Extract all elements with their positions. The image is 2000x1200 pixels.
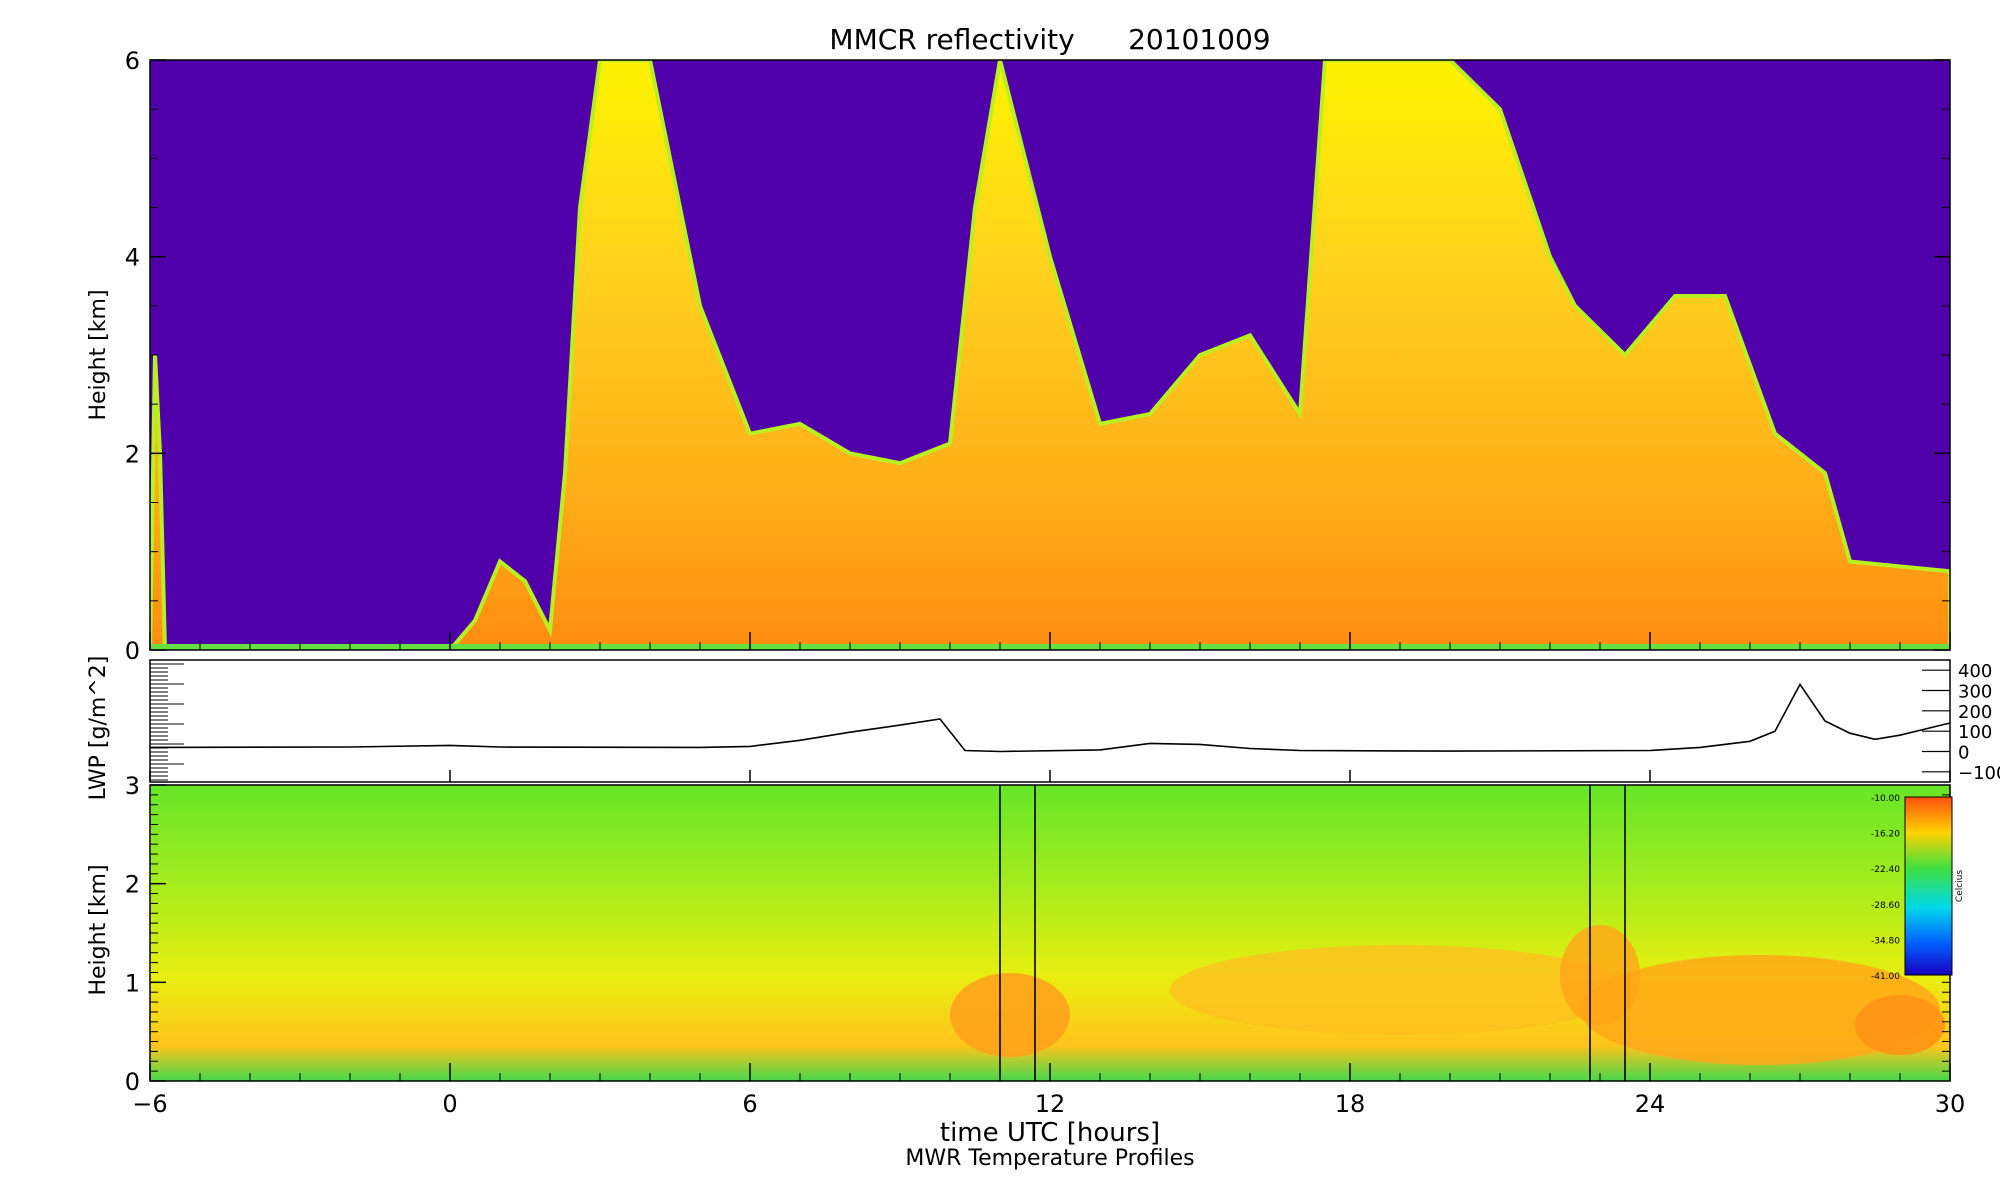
- mwr-y-tick-label: 3: [125, 772, 140, 800]
- x-tick-label: 24: [1635, 1090, 1666, 1118]
- mmcr-panel: 0 2 4 6 Height [km]: [86, 47, 1951, 665]
- x-tick-label: −6: [132, 1090, 167, 1118]
- x-axis-label: time UTC [hours]: [940, 1118, 1160, 1148]
- lwp-right-tick-label: 200: [1958, 702, 1992, 723]
- mwr-y-tick-label: 2: [125, 871, 140, 899]
- lwp-right-tick-label: 400: [1958, 661, 1992, 682]
- colorbar-tick-label: -16.20: [1871, 830, 1900, 840]
- x-tick-label: 18: [1335, 1090, 1366, 1118]
- mmcr-y-tick-label: 6: [125, 47, 140, 75]
- lwp-right-tick-label: −100: [1958, 763, 2000, 784]
- mmcr-y-tick-label: 2: [125, 440, 140, 468]
- mmcr-y-axis: 0 2 4 6: [125, 47, 1950, 665]
- lwp-frame: [149, 659, 1951, 783]
- lwp-y-label: LWP [g/m^2]: [86, 656, 111, 801]
- colorbar-tick-label: -28.60: [1871, 901, 1900, 911]
- mmcr-y-label: Height [km]: [86, 289, 111, 420]
- colorbar-labels: -10.00 -16.20 -22.40 -28.60 -34.80 -41.00: [1871, 794, 1900, 982]
- colorbar-tick-label: -22.40: [1871, 865, 1900, 875]
- mwr-marker-lines: [999, 785, 1626, 1081]
- mmcr-cloud-echo: [150, 60, 1950, 650]
- mwr-warm-core-4: [1855, 995, 1945, 1055]
- x-tick-label: 12: [1035, 1090, 1066, 1118]
- mwr-y-tick-label: 0: [125, 1068, 140, 1096]
- mwr-warm-core-5: [1560, 925, 1640, 1025]
- mwr-warm-core-3: [1580, 955, 1940, 1065]
- lwp-right-tick-label: 100: [1958, 722, 1992, 743]
- x-tick-label: 0: [442, 1090, 457, 1118]
- mwr-warm-core-2: [1170, 945, 1630, 1035]
- mwr-y-axis: 0 1 2 3: [125, 772, 1950, 1096]
- x-axis-sublabel: MWR Temperature Profiles: [905, 1146, 1194, 1171]
- x-tick-label: 6: [742, 1090, 757, 1118]
- mwr-y-label: Height [km]: [86, 864, 111, 995]
- chart-title: MMCR reflectivity 20101009: [829, 23, 1270, 56]
- colorbar-tick-label: -10.00: [1871, 794, 1900, 804]
- lwp-right-tick-label: 0: [1958, 743, 1969, 764]
- mwr-panel: 0 1 2 3 Height [km] -10.00 -16.20 -22.40 -28.6…: [86, 772, 1965, 1096]
- lwp-left-ticks: [150, 663, 184, 781]
- colorbar-tick-label: -34.80: [1871, 936, 1900, 946]
- colorbar-gradient: [1904, 796, 1953, 976]
- mmcr-y-tick-label: 0: [125, 637, 140, 665]
- lwp-right-tick-label: 300: [1958, 682, 1992, 703]
- x-axis: −6 0 6 12 18 24 30: [132, 632, 1965, 1118]
- mwr-y-tick-label: 1: [125, 969, 140, 997]
- colorbar-tick-label: -41.00: [1871, 972, 1900, 982]
- colorbar: -10.00 -16.20 -22.40 -28.60 -34.80 -41.00 Cel…: [1871, 794, 1965, 982]
- x-tick-label: 30: [1935, 1090, 1966, 1118]
- lwp-series-line: [149, 682, 1951, 753]
- mwr-warm-core-1: [950, 973, 1070, 1057]
- colorbar-unit: Celcius: [1955, 870, 1965, 902]
- mmcr-y-tick-label: 4: [125, 244, 140, 272]
